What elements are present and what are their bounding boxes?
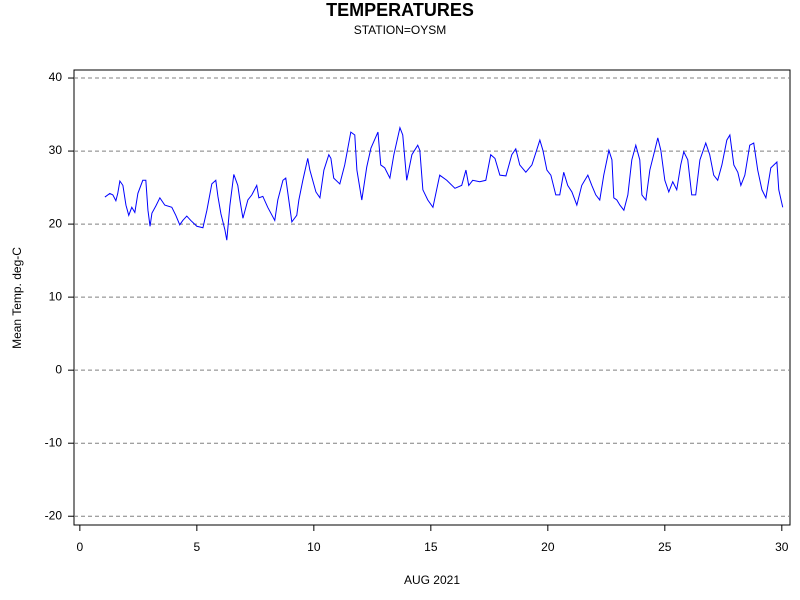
x-axis-label: AUG 2021 <box>404 573 460 587</box>
y-tick-label: 10 <box>49 289 63 303</box>
y-tick-label: 40 <box>49 70 63 84</box>
y-tick-label: 30 <box>49 143 63 157</box>
x-tick-label: 0 <box>77 540 84 554</box>
chart-title: TEMPERATURES <box>326 0 474 20</box>
x-tick-label: 20 <box>541 540 555 554</box>
line-series <box>104 125 784 241</box>
x-tick-label: 5 <box>193 540 200 554</box>
chart-subtitle: STATION=OYSM <box>354 23 447 37</box>
x-tick-label: 30 <box>775 540 789 554</box>
y-axis-label: Mean Temp. deg-C <box>10 247 24 349</box>
y-tick-label: -10 <box>45 435 63 449</box>
y-tick-label: 20 <box>49 216 63 230</box>
y-tick-label: -20 <box>45 508 63 522</box>
x-tick-label: 15 <box>424 540 438 554</box>
y-tick-label: 0 <box>55 362 62 376</box>
x-tick-label: 25 <box>658 540 672 554</box>
x-tick-label: 10 <box>307 540 321 554</box>
